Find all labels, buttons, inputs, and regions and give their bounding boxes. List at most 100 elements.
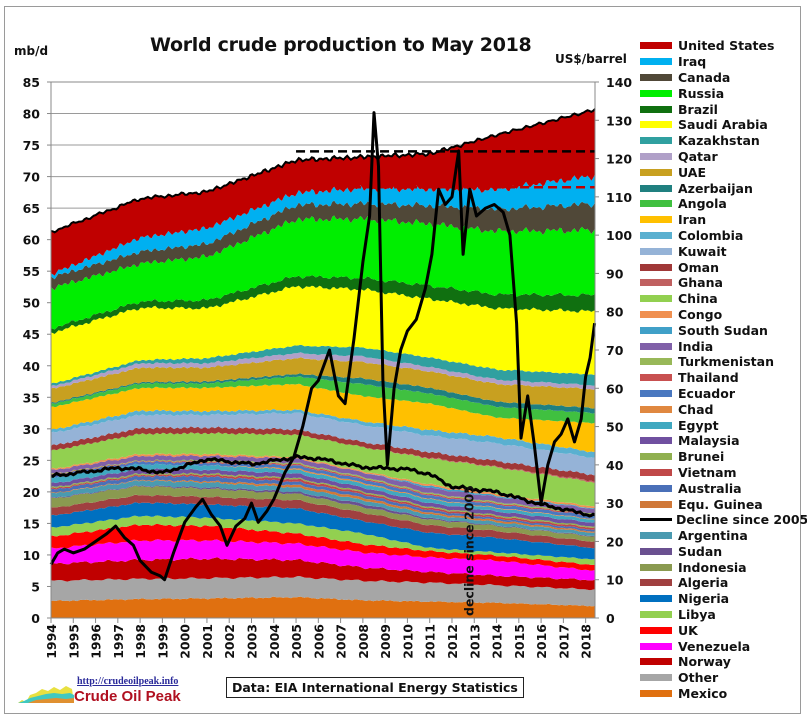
area-equ-guinea: [51, 479, 595, 533]
legend-swatch: [640, 200, 672, 208]
x-tick-label: 2017: [556, 624, 571, 659]
legend-swatch: [640, 389, 672, 397]
legend-label: Nigeria: [678, 591, 730, 607]
legend-swatch: [640, 405, 672, 413]
legend-label: Algeria: [678, 575, 729, 591]
legend-label: Egypt: [678, 417, 719, 433]
y-tick-label-left: 0: [31, 611, 40, 626]
y-tick-label-right: 0: [606, 611, 615, 626]
legend-label: China: [678, 291, 718, 307]
x-tick-label: 1998: [133, 624, 148, 659]
legend-swatch: [640, 326, 672, 334]
y-tick-label-left: 35: [23, 390, 40, 405]
legend-item: Qatar: [640, 149, 800, 165]
legend-label: Kuwait: [678, 243, 727, 259]
x-tick-label: 2001: [200, 624, 215, 659]
legend-label: Decline since 2005: [676, 512, 807, 528]
legend-label: Ghana: [678, 275, 723, 291]
y-axis-right-label: US$/barrel: [555, 52, 627, 66]
legend-item: Other: [640, 670, 800, 686]
legend-swatch: [640, 500, 672, 508]
legend-item: Malaysia: [640, 433, 800, 449]
legend-item: Ghana: [640, 275, 800, 291]
legend-swatch: [640, 484, 672, 492]
legend-label: Libya: [678, 607, 716, 623]
area-russia: [51, 215, 595, 330]
y-tick-label-right: 120: [606, 152, 632, 167]
legend-swatch: [640, 611, 672, 619]
y-axis-left-label: mb/d: [14, 44, 49, 58]
legend-item: Ecuador: [640, 386, 800, 402]
legend-label: South Sudan: [678, 322, 768, 338]
legend-label: UK: [678, 622, 698, 638]
x-tick-label: 2004: [267, 624, 282, 659]
legend-item: Colombia: [640, 228, 800, 244]
legend-swatch: [640, 579, 672, 587]
legend-item: Iraq: [640, 54, 800, 70]
area-ecuador: [51, 460, 595, 519]
oil-price-line: [49, 111, 597, 582]
legend-swatch: [640, 626, 672, 634]
legend-label: Chad: [678, 401, 714, 417]
legend-label: Saudi Arabia: [678, 117, 768, 133]
area-uk: [51, 523, 595, 571]
legend-swatch: [640, 342, 672, 350]
legend-swatch: [640, 595, 672, 603]
area-egypt: [51, 463, 595, 523]
x-tick-label: 1999: [155, 624, 170, 659]
area-qatar: [51, 352, 595, 390]
legend-item: Indonesia: [640, 559, 800, 575]
legend: United States Iraq Canada Russia Brazil Saudi…: [640, 38, 807, 702]
y-tick-label-left: 10: [23, 548, 41, 563]
y-tick-label-left: 15: [23, 516, 40, 531]
x-tick-label: 2005: [289, 624, 304, 659]
legend-item: Azerbaijan: [640, 180, 800, 196]
area-oman: [51, 426, 595, 482]
area-kuwait: [51, 412, 595, 476]
legend-item: UK: [640, 622, 800, 638]
legend-item: Sudan: [640, 544, 800, 560]
legend-label: Russia: [678, 85, 725, 101]
logo-url-link[interactable]: http://crudeoilpeak.info: [77, 676, 179, 687]
legend-swatch: [640, 642, 672, 650]
legend-item: Vietnam: [640, 465, 800, 481]
legend-swatch: [640, 437, 672, 445]
legend-item: Equ. Guinea: [640, 496, 800, 512]
legend-swatch: [640, 231, 672, 239]
chart-frame: [4, 6, 801, 714]
legend-swatch: [640, 374, 672, 382]
legend-label: Malaysia: [678, 433, 740, 449]
legend-label: Brunei: [678, 449, 725, 465]
x-tick-label: 2015: [512, 624, 527, 659]
legend-label: Qatar: [678, 148, 718, 164]
legend-swatch: [640, 42, 672, 50]
x-tick-label: 2000: [178, 624, 193, 659]
y-tick-label-left: 80: [23, 107, 41, 122]
area-angola: [51, 376, 595, 424]
total-production-outline: [50, 108, 596, 234]
x-tick-label: 2003: [244, 624, 259, 659]
y-tick-label-left: 65: [23, 201, 40, 216]
legend-item: Egypt: [640, 417, 800, 433]
y-tick-label-right: 20: [606, 534, 624, 549]
reference-lines: [296, 150, 595, 189]
chart-title: World crude production to May 2018: [150, 34, 532, 56]
x-tick-label: 2009: [378, 624, 393, 659]
legend-label: Colombia: [678, 227, 744, 243]
legend-label: Argentina: [678, 528, 748, 544]
legend-item: Venezuela: [640, 638, 800, 654]
y-tick-label-left: 45: [23, 327, 40, 342]
y-tick-label-left: 75: [23, 138, 40, 153]
y-tick-label-left: 85: [23, 75, 40, 90]
y-tick-label-right: 100: [606, 228, 632, 243]
x-tick-label: 2008: [356, 624, 371, 659]
legend-swatch: [640, 658, 672, 666]
x-tick-label: 1997: [111, 624, 126, 659]
logo-name: Crude Oil Peak: [74, 688, 181, 705]
legend-swatch: [640, 247, 672, 255]
legend-item: Brunei: [640, 449, 800, 465]
area-brazil: [51, 275, 595, 334]
legend-line-swatch: [640, 518, 672, 522]
legend-item: Mexico: [640, 686, 800, 702]
area-india: [51, 454, 595, 514]
